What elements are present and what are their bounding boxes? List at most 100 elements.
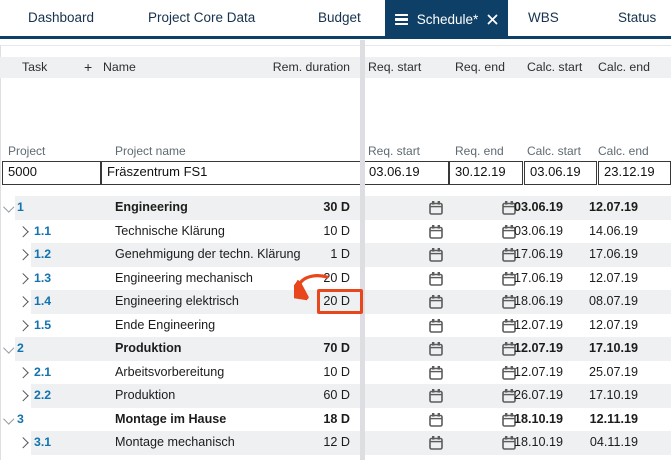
task-calc-start[interactable]: 17.06.19 bbox=[513, 247, 563, 261]
req-end-calendar-icon[interactable] bbox=[502, 201, 516, 215]
task-number[interactable]: 3.1 bbox=[34, 435, 52, 449]
table-row[interactable]: 1.1 Technische Klärung 10 D 03.06.19 14.… bbox=[0, 220, 671, 244]
task-calc-end[interactable]: 12.07.19 bbox=[588, 200, 638, 214]
req-start-calendar-icon[interactable] bbox=[429, 412, 443, 427]
task-rem-duration[interactable]: 30 D bbox=[323, 200, 350, 214]
table-row[interactable]: 2 Produktion 70 D 12.07.19 17.10.19 bbox=[0, 337, 671, 361]
req-end-calendar-icon[interactable] bbox=[502, 365, 516, 380]
task-name[interactable]: Produktion bbox=[115, 341, 182, 355]
req-end-calendar-icon[interactable] bbox=[502, 412, 516, 427]
task-calc-end[interactable]: 14.06.19 bbox=[588, 223, 638, 238]
task-name[interactable]: Montage im Hause bbox=[115, 411, 227, 426]
req-end-calendar-icon[interactable] bbox=[502, 436, 516, 450]
tab-status[interactable]: Status bbox=[618, 10, 657, 25]
task-number[interactable]: 1.5 bbox=[34, 317, 52, 332]
task-rem-duration[interactable]: 1 D bbox=[330, 247, 350, 261]
project-req-start-field[interactable]: 03.06.19 bbox=[363, 161, 449, 185]
project-name-field[interactable]: Fräszentrum FS1 bbox=[101, 161, 361, 185]
project-number-field[interactable]: 5000 bbox=[2, 161, 101, 185]
req-end-calendar-icon[interactable] bbox=[502, 248, 516, 262]
pane-splitter[interactable] bbox=[360, 40, 365, 460]
task-calc-start[interactable]: 18.06.19 bbox=[513, 294, 563, 308]
task-calc-end[interactable]: 17.06.19 bbox=[588, 247, 638, 261]
project-calc-start-field[interactable]: 03.06.19 bbox=[524, 161, 597, 185]
table-row[interactable]: 1 Engineering 30 D 03.06.19 12.07.19 bbox=[0, 196, 671, 220]
task-calc-start[interactable]: 12.07.19 bbox=[513, 364, 563, 379]
tab-project-core-data[interactable]: Project Core Data bbox=[148, 10, 256, 25]
expand-chevron-icon[interactable] bbox=[3, 342, 15, 354]
task-rem-duration[interactable]: 60 D bbox=[323, 388, 350, 402]
req-start-calendar-icon[interactable] bbox=[429, 201, 443, 215]
req-end-calendar-icon[interactable] bbox=[502, 224, 516, 239]
task-rem-duration[interactable]: 12 D bbox=[323, 435, 350, 449]
task-number[interactable]: 1.4 bbox=[34, 294, 52, 308]
task-calc-start[interactable]: 18.10.19 bbox=[513, 411, 563, 426]
add-task-button[interactable]: + bbox=[84, 59, 93, 75]
req-end-calendar-icon[interactable] bbox=[502, 295, 516, 309]
req-start-calendar-icon[interactable] bbox=[429, 271, 443, 286]
task-number[interactable]: 2.2 bbox=[34, 388, 52, 402]
project-req-end-field[interactable]: 30.12.19 bbox=[449, 161, 523, 185]
table-row[interactable]: 2.2 Produktion 60 D 26.07.19 17.10.19 bbox=[0, 384, 671, 408]
task-rem-duration[interactable]: 18 D bbox=[323, 411, 350, 426]
task-name[interactable]: Engineering elektrisch bbox=[115, 294, 239, 308]
task-calc-end[interactable]: 12.11.19 bbox=[589, 411, 638, 426]
task-calc-start[interactable]: 17.06.19 bbox=[513, 270, 563, 285]
req-start-calendar-icon[interactable] bbox=[429, 224, 443, 239]
expand-chevron-icon[interactable] bbox=[17, 296, 29, 308]
task-calc-end[interactable]: 12.07.19 bbox=[588, 270, 638, 285]
table-row[interactable]: 1.5 Ende Engineering 12.07.19 12.07.19 bbox=[0, 314, 671, 338]
table-row[interactable]: 2.1 Arbeitsvorbereitung 10 D 12.07.19 25… bbox=[0, 361, 671, 385]
task-rem-duration[interactable]: 70 D bbox=[323, 341, 350, 355]
table-row[interactable]: 1.3 Engineering mechanisch 20 D 17.06.19… bbox=[0, 267, 671, 291]
task-number[interactable]: 1.3 bbox=[34, 270, 52, 285]
task-calc-end[interactable]: 04.11.19 bbox=[589, 435, 638, 449]
req-start-calendar-icon[interactable] bbox=[429, 342, 443, 356]
tab-budget[interactable]: Budget bbox=[318, 10, 361, 25]
task-number[interactable]: 1.1 bbox=[34, 223, 52, 238]
task-calc-start[interactable]: 03.06.19 bbox=[513, 200, 563, 214]
hamburger-menu-icon[interactable] bbox=[394, 14, 408, 25]
tab-wbs[interactable]: WBS bbox=[528, 10, 559, 25]
task-number[interactable]: 3 bbox=[17, 411, 24, 426]
expand-chevron-icon[interactable] bbox=[17, 319, 29, 331]
req-start-calendar-icon[interactable] bbox=[429, 389, 443, 403]
task-name[interactable]: Technische Klärung bbox=[115, 223, 225, 238]
task-calc-start[interactable]: 26.07.19 bbox=[513, 388, 563, 402]
req-start-calendar-icon[interactable] bbox=[429, 365, 443, 380]
task-rem-duration[interactable]: 10 D bbox=[323, 223, 350, 238]
task-number[interactable]: 1 bbox=[17, 200, 24, 214]
task-calc-end[interactable]: 08.07.19 bbox=[588, 294, 638, 308]
expand-chevron-icon[interactable] bbox=[3, 201, 15, 213]
req-end-calendar-icon[interactable] bbox=[502, 271, 516, 286]
req-end-calendar-icon[interactable] bbox=[502, 342, 516, 356]
task-name[interactable]: Arbeitsvorbereitung bbox=[115, 364, 225, 379]
task-calc-start[interactable]: 18.10.19 bbox=[513, 435, 563, 449]
task-calc-start[interactable]: 12.07.19 bbox=[513, 317, 563, 332]
task-calc-end[interactable]: 25.07.19 bbox=[588, 364, 638, 379]
task-rem-duration[interactable]: 10 D bbox=[323, 364, 350, 379]
req-end-calendar-icon[interactable] bbox=[502, 389, 516, 403]
table-row[interactable]: 1.4 Engineering elektrisch 20 D 18.06.19… bbox=[0, 290, 671, 314]
expand-chevron-icon[interactable] bbox=[17, 272, 29, 284]
table-row[interactable]: 3 Montage im Hause 18 D 18.10.19 12.11.1… bbox=[0, 408, 671, 432]
req-start-calendar-icon[interactable] bbox=[429, 436, 443, 450]
task-number[interactable]: 1.2 bbox=[34, 247, 52, 261]
close-tab-icon[interactable] bbox=[487, 14, 498, 25]
task-number[interactable]: 2.1 bbox=[34, 364, 52, 379]
task-calc-end[interactable]: 12.07.19 bbox=[588, 317, 638, 332]
task-calc-start[interactable]: 03.06.19 bbox=[513, 223, 563, 238]
project-calc-end-field[interactable]: 23.12.19 bbox=[598, 161, 671, 185]
task-name[interactable]: Produktion bbox=[115, 388, 176, 402]
expand-chevron-icon[interactable] bbox=[17, 390, 29, 402]
task-calc-end[interactable]: 17.10.19 bbox=[588, 341, 638, 355]
tab-schedule[interactable]: Schedule* bbox=[385, 0, 508, 39]
expand-chevron-icon[interactable] bbox=[17, 225, 29, 237]
table-row[interactable]: 1.2 Genehmigung der techn. Klärung 1 D 1… bbox=[0, 243, 671, 267]
task-rem-duration[interactable]: 20 D bbox=[323, 270, 350, 285]
task-rem-duration[interactable]: 20 D bbox=[323, 294, 350, 308]
task-number[interactable]: 2 bbox=[17, 341, 24, 355]
task-calc-end[interactable]: 17.10.19 bbox=[588, 388, 638, 402]
task-name[interactable]: Ende Engineering bbox=[115, 317, 216, 332]
tab-dashboard[interactable]: Dashboard bbox=[28, 10, 95, 25]
